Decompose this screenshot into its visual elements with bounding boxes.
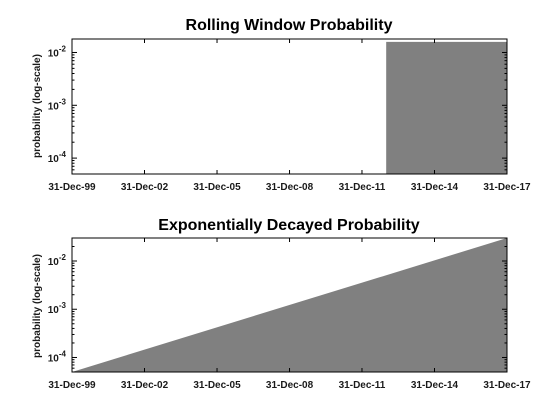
- y-tick-base: 10: [48, 48, 60, 59]
- x-tick-label: 31-Dec-17: [483, 182, 531, 193]
- y-tick-base: 10: [48, 353, 60, 364]
- y-tick-label: 10-3: [48, 301, 67, 316]
- x-tick-label: 31-Dec-02: [121, 380, 169, 391]
- x-tick-label: 31-Dec-14: [411, 380, 459, 391]
- x-tick-label: 31-Dec-08: [266, 182, 314, 193]
- y-tick-exponent: -3: [59, 97, 67, 106]
- y-axis-ticks: 10-410-310-2: [48, 44, 67, 165]
- x-axis-ticks: 31-Dec-99 31-Dec-02 31-Dec-05 31-Dec-08 31-D…: [48, 380, 531, 391]
- rolling-window-panel: Rolling Window Probability probability (…: [32, 17, 531, 193]
- y-tick-exponent: -4: [59, 349, 67, 358]
- axes-box: [71, 38, 508, 175]
- y-tick-label: 10-4: [48, 349, 67, 364]
- y-tick-exponent: -2: [59, 253, 67, 262]
- y-tick-base: 10: [48, 101, 60, 112]
- series-area-0: [386, 41, 507, 174]
- y-tick-base: 10: [48, 154, 60, 165]
- y-tick-exponent: -3: [59, 301, 67, 310]
- y-tick-exponent: -4: [59, 150, 67, 159]
- x-tick-label: 31-Dec-08: [266, 380, 314, 391]
- x-tick-label: 31-Dec-05: [193, 182, 241, 193]
- y-axis-label: probability (log-scale): [32, 254, 43, 358]
- x-tick-label: 31-Dec-02: [121, 182, 169, 193]
- series-area-0: [72, 238, 507, 372]
- axes-box: [71, 237, 508, 373]
- x-tick-label: 31-Dec-11: [339, 182, 386, 193]
- y-tick-exponent: -2: [59, 44, 67, 53]
- chart-title: Rolling Window Probability: [186, 17, 393, 34]
- x-tick-label: 31-Dec-14: [411, 182, 459, 193]
- x-tick-label: 31-Dec-05: [193, 380, 241, 391]
- x-tick-label: 31-Dec-99: [48, 380, 96, 391]
- x-tick-label: 31-Dec-99: [48, 182, 96, 193]
- y-axis-label: probability (log-scale): [32, 54, 43, 158]
- x-tick-label: 31-Dec-11: [339, 380, 386, 391]
- exponential-decay-panel: Exponentially Decayed Probability probab…: [32, 217, 531, 391]
- y-tick-label: 10-3: [48, 97, 67, 112]
- plot-area: [72, 238, 507, 372]
- y-tick-label: 10-2: [48, 44, 67, 59]
- chart-title: Exponentially Decayed Probability: [158, 217, 420, 234]
- y-tick-label: 10-2: [48, 253, 67, 268]
- x-tick-label: 31-Dec-17: [483, 380, 531, 391]
- y-tick-base: 10: [48, 257, 60, 268]
- y-tick-label: 10-4: [48, 150, 67, 165]
- x-axis-ticks: 31-Dec-99 31-Dec-02 31-Dec-05 31-Dec-08 31-D…: [48, 182, 531, 193]
- y-axis-ticks: 10-410-310-2: [48, 253, 67, 364]
- plot-area: [386, 41, 507, 174]
- y-tick-base: 10: [48, 305, 60, 316]
